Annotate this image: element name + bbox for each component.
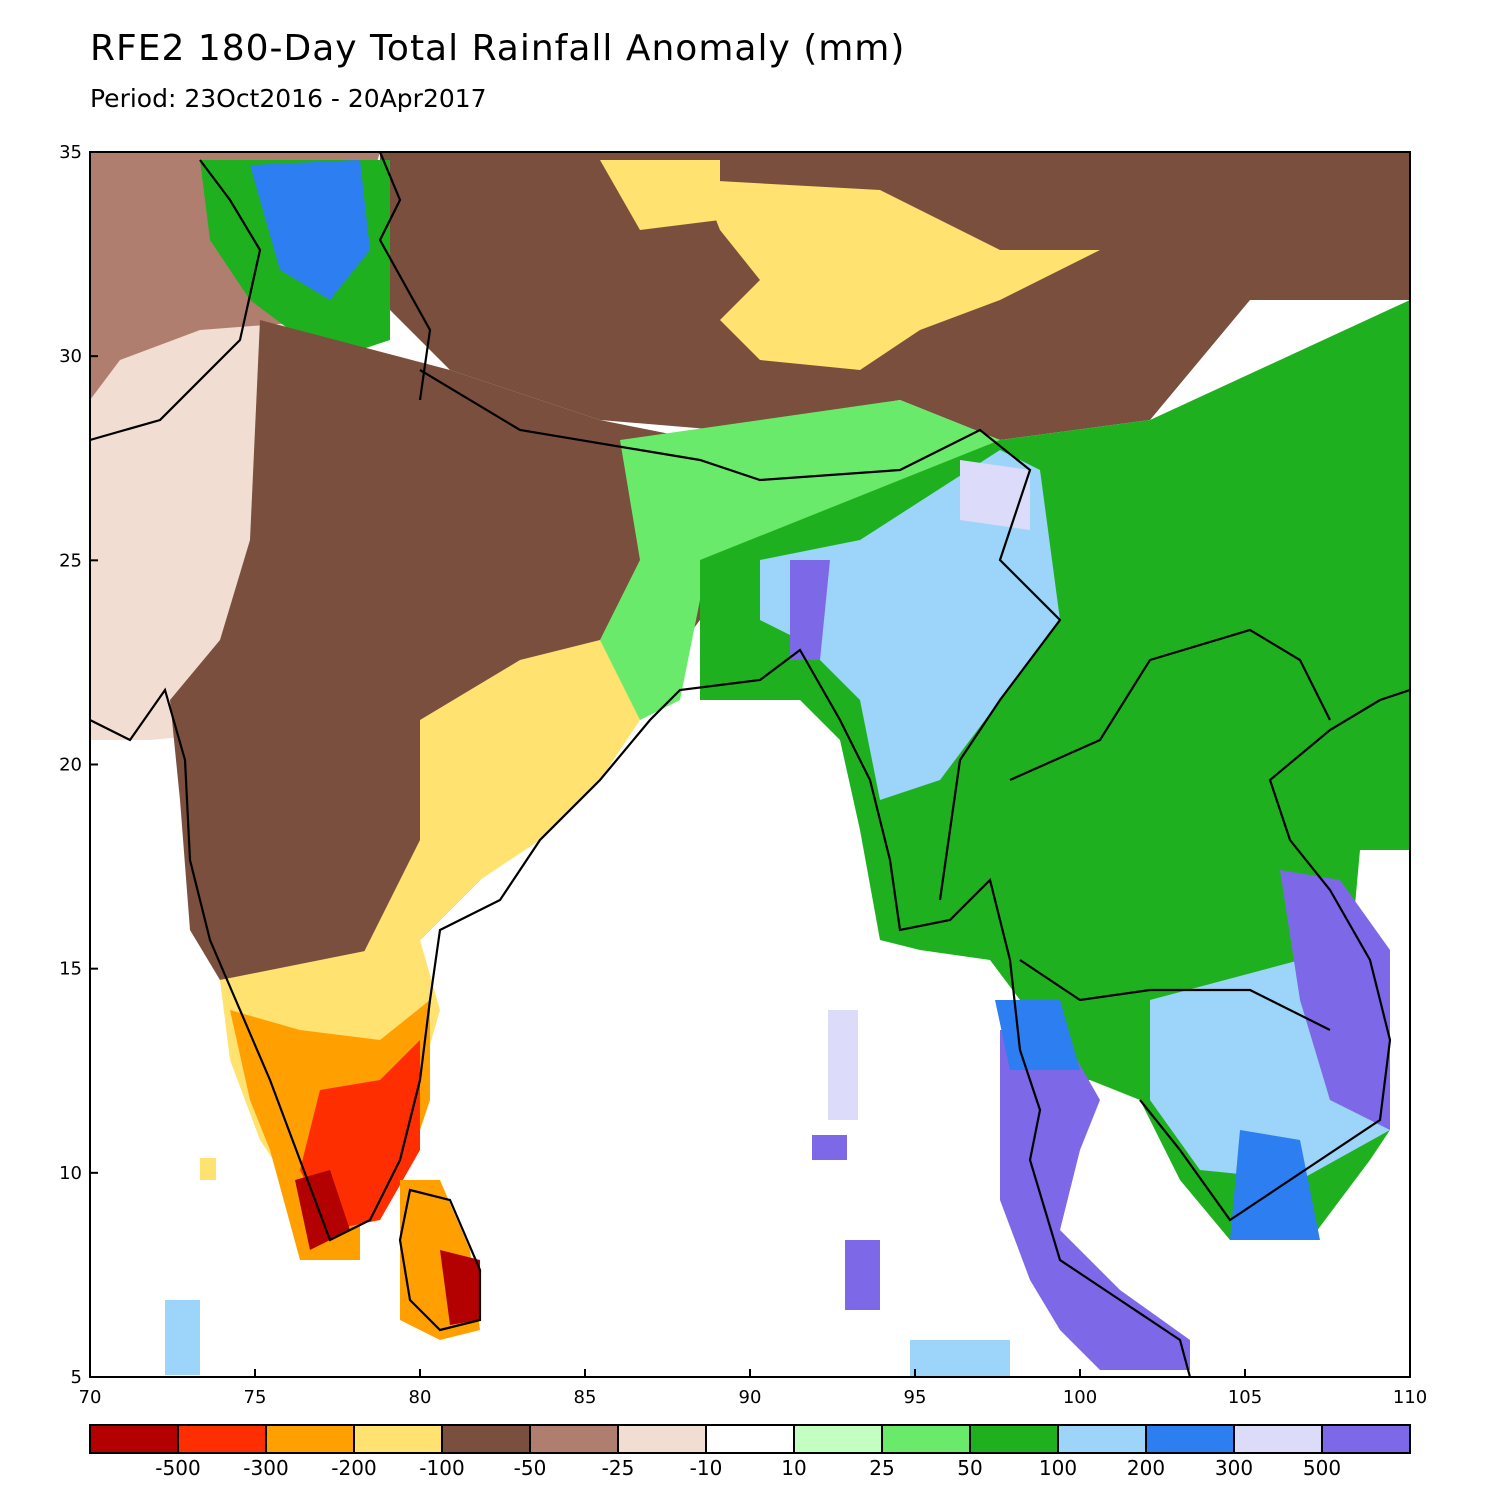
legend-swatch: [1233, 1424, 1323, 1454]
lakshadweep-yellow: [200, 1158, 216, 1180]
y-tick-label: 10: [59, 1163, 82, 1184]
coastlines: [90, 152, 1410, 1377]
blue-region: [1230, 1130, 1320, 1240]
legend-label: 300: [1215, 1456, 1253, 1480]
y-axis: 35 30 25 20 15 10 5: [59, 142, 98, 1388]
y-tick-label: 15: [59, 959, 82, 980]
legend-swatch: [89, 1424, 179, 1454]
x-tick-label: 85: [574, 1387, 597, 1408]
x-tick-label: 95: [904, 1387, 927, 1408]
legend-swatch: [969, 1424, 1059, 1454]
map-title: RFE2 180-Day Total Rainfall Anomaly (mm): [90, 28, 906, 69]
legend-swatch: [1145, 1424, 1235, 1454]
color-legend: -500 -300 -200 -100 -50 -25 -10 10 25 50 100 200 300…: [89, 1424, 1411, 1480]
x-axis: 70 75 80 85 90 95 100 105 110: [79, 1369, 1427, 1408]
y-tick-label: 35: [59, 142, 82, 163]
srilanka-red: [440, 1250, 480, 1325]
y-tick-label: 30: [59, 346, 82, 367]
legend-label: -200: [331, 1456, 376, 1480]
x-tick-label: 110: [1393, 1387, 1427, 1408]
legend-swatch: [1057, 1424, 1147, 1454]
legend-swatch: [705, 1424, 795, 1454]
x-tick-label: 80: [409, 1387, 432, 1408]
lavender-patch: [960, 460, 1030, 530]
purple-patch: [790, 560, 830, 660]
y-tick-label: 20: [59, 755, 82, 776]
legend-label: 10: [781, 1456, 806, 1480]
x-tick-label: 90: [739, 1387, 762, 1408]
legend-swatch: [617, 1424, 707, 1454]
hainan-green: [1360, 765, 1410, 850]
nicobar-purple: [845, 1240, 880, 1310]
andaman-lavender: [828, 1010, 858, 1120]
y-tick-label: 5: [71, 1367, 82, 1388]
x-tick-label: 100: [1063, 1387, 1097, 1408]
legend-label: 100: [1039, 1456, 1077, 1480]
legend-swatch: [529, 1424, 619, 1454]
legend-label: 50: [957, 1456, 982, 1480]
legend-swatch: [177, 1424, 267, 1454]
legend-label: -500: [155, 1456, 200, 1480]
legend-swatch: [1321, 1424, 1411, 1454]
purple-region: [1280, 870, 1390, 1130]
yellow-patch: [700, 180, 1100, 370]
yellow-patch: [600, 160, 720, 230]
legend-label: 500: [1303, 1456, 1341, 1480]
india-brown-region: [170, 320, 700, 980]
legend-label: 25: [869, 1456, 894, 1480]
maldives-blue: [165, 1300, 200, 1375]
light-blue-region: [760, 450, 1060, 800]
yellow-region: [360, 620, 660, 960]
x-tick-label: 105: [1228, 1387, 1262, 1408]
nicobar-purple: [812, 1135, 847, 1160]
legend-swatch: [353, 1424, 443, 1454]
legend-label: 200: [1127, 1456, 1165, 1480]
legend-label: -100: [419, 1456, 464, 1480]
peninsula-purple: [1000, 1030, 1190, 1370]
legend-swatch: [793, 1424, 883, 1454]
period-subtitle: Period: 23Oct2016 - 20Apr2017: [90, 84, 487, 113]
y-tick-label: 25: [59, 550, 82, 571]
legend-label: -25: [602, 1456, 635, 1480]
blue-region: [250, 160, 370, 300]
legend-label: -10: [690, 1456, 723, 1480]
legend-label: -50: [514, 1456, 547, 1480]
sumatra-blue: [910, 1340, 1010, 1377]
anomaly-field: [90, 152, 1410, 1377]
x-tick-label: 70: [79, 1387, 102, 1408]
x-tick-label: 75: [244, 1387, 267, 1408]
legend-swatch: [441, 1424, 531, 1454]
legend-label: -300: [243, 1456, 288, 1480]
dark-red-region: [295, 1170, 350, 1250]
legend-swatch: [881, 1424, 971, 1454]
legend-swatch: [265, 1424, 355, 1454]
